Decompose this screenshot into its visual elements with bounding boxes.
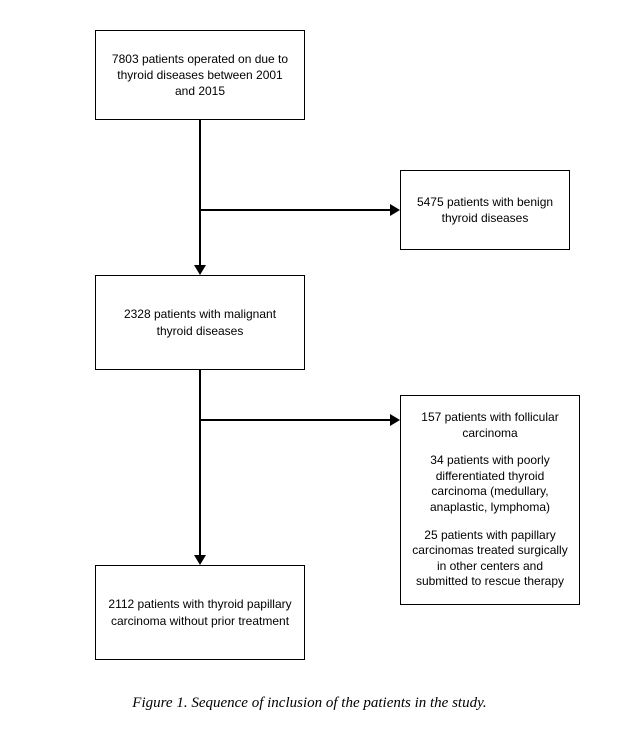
arrow-right-icon — [390, 414, 400, 426]
flow-node-start: 7803 patients operated on due to thyroid… — [95, 30, 305, 120]
flow-edge — [199, 419, 390, 421]
flow-edge — [199, 370, 201, 555]
flow-node-start-text: 7803 patients operated on due to thyroid… — [106, 51, 294, 100]
flow-node-final: 2112 patients with thyroid papillary car… — [95, 565, 305, 660]
figure-caption-text: Figure 1. Sequence of inclusion of the p… — [132, 695, 486, 711]
flow-node-final-text: 2112 patients with thyroid papillary car… — [106, 596, 294, 628]
arrow-down-icon — [194, 265, 206, 275]
exclusion-item: 25 patients with papillary carcinomas tr… — [411, 528, 569, 590]
exclusion-box-other: 157 patients with follicular carcinoma 3… — [400, 395, 580, 605]
flow-edge — [199, 209, 390, 211]
arrow-right-icon — [390, 204, 400, 216]
exclusion-item: 34 patients with poorly differentiated t… — [411, 453, 569, 515]
exclusion-box-benign: 5475 patients with benign thyroid diseas… — [400, 170, 570, 250]
arrow-down-icon — [194, 555, 206, 565]
flow-node-malignant-text: 2328 patients with malignant thyroid dis… — [106, 306, 294, 338]
figure-caption: Figure 1. Sequence of inclusion of the p… — [0, 695, 619, 712]
flow-edge — [199, 120, 201, 265]
flow-node-malignant: 2328 patients with malignant thyroid dis… — [95, 275, 305, 370]
exclusion-box-benign-text: 5475 patients with benign thyroid diseas… — [411, 194, 559, 226]
exclusion-item: 157 patients with follicular carcinoma — [411, 410, 569, 441]
